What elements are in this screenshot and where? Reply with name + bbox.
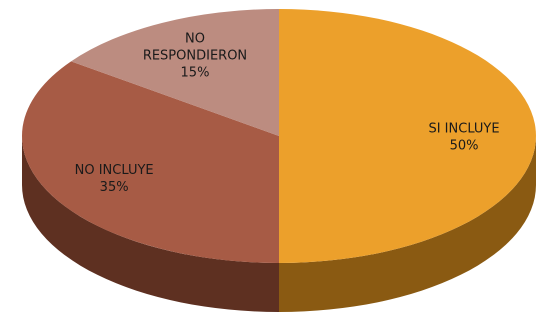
pie-side-1-0: [22, 136, 279, 312]
pie-slice-1: [21, 61, 280, 263]
pie-slice-value-1: 35%: [100, 180, 129, 195]
pie-side-0-0: [279, 136, 536, 312]
pie-slice-2: [71, 9, 279, 136]
pie-slice-name-1: NO INCLUYE: [75, 163, 154, 178]
pie-slice-value-0: 50%: [450, 139, 479, 154]
pie-slice-name-2: RESPONDIERON: [143, 49, 247, 64]
pie-slice-name-0: SI INCLUYE: [428, 122, 499, 137]
pie-side-layer: [22, 136, 536, 312]
pie-slice-label-1: NO INCLUYE 35%: [75, 163, 154, 195]
pie-slice-name-2: NO: [185, 32, 205, 47]
pie-slice-label-0: SI INCLUYE 50%: [428, 122, 499, 154]
pie-slice-0: [279, 9, 536, 263]
pie-top-layer: [21, 9, 536, 263]
pie-slice-value-2: 15%: [181, 66, 210, 81]
pie-slice-label-2: NO RESPONDIERON 15%: [143, 32, 247, 81]
pie-label-layer: SI INCLUYE 50% NO INCLUYE 35% NO RESPONDIERON…: [75, 32, 500, 195]
